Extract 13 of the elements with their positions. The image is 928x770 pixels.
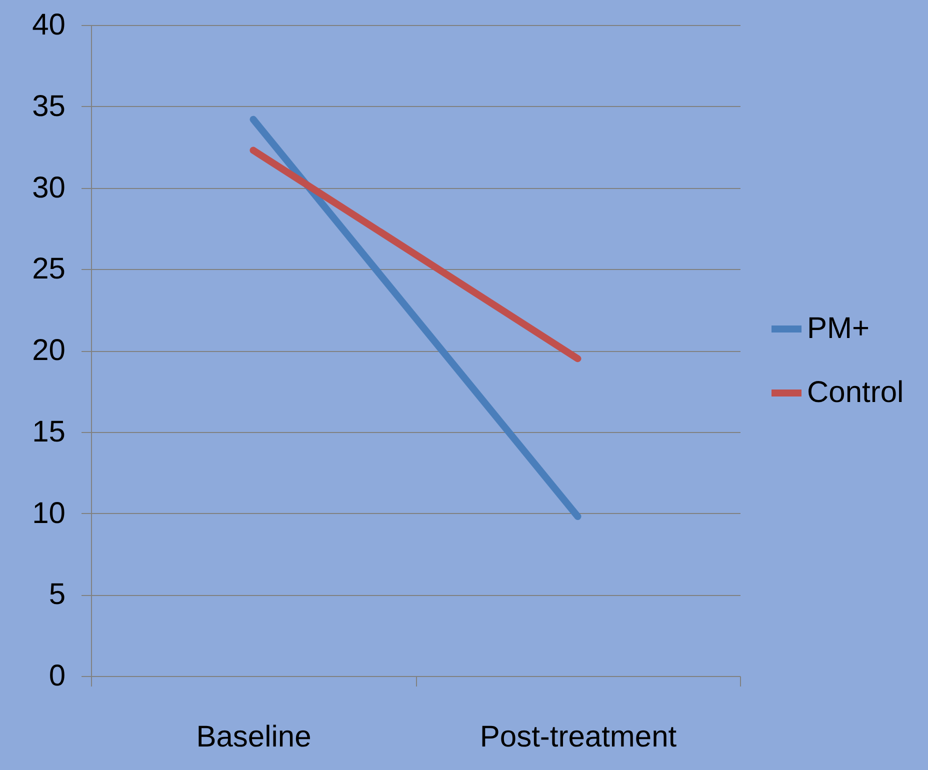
legend-label: PM+: [807, 312, 870, 345]
y-tick-label: 10: [32, 496, 66, 530]
x-tick-label: Post-treatment: [480, 720, 678, 754]
y-tick-label: 20: [32, 334, 66, 367]
y-tick-label: 30: [32, 171, 66, 204]
y-tick-label: 35: [32, 90, 66, 123]
y-tick-label: 0: [48, 660, 66, 692]
y-tick-label: 15: [32, 415, 66, 448]
legend-label: Control: [807, 376, 904, 409]
x-tick-label: Baseline: [196, 720, 312, 754]
y-tick-label: 5: [48, 578, 66, 612]
y-tick-label: 40: [32, 8, 66, 42]
y-tick-label: 25: [32, 252, 66, 286]
